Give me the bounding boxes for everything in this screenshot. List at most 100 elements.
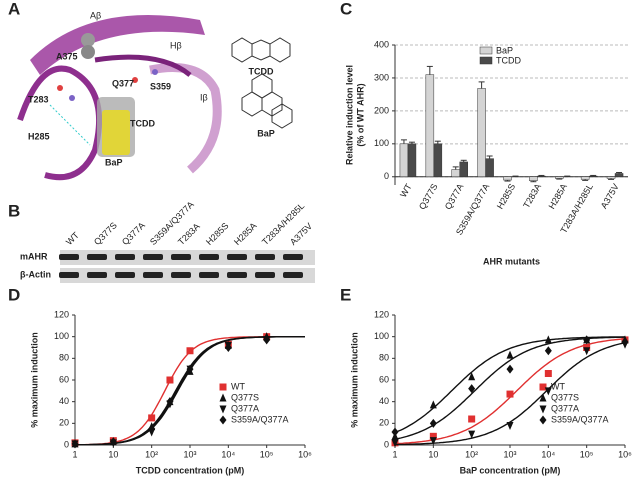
blot-band <box>283 272 303 278</box>
marker <box>219 415 227 425</box>
structure-label: A375 <box>56 51 78 61</box>
x-tick-label: 10⁵ <box>580 449 594 459</box>
bar <box>606 176 616 179</box>
blot-lane-label: H285S <box>204 221 231 248</box>
marker <box>539 393 547 402</box>
y-tick-label: 300 <box>374 72 389 82</box>
bar <box>503 176 512 181</box>
panel-label: C <box>340 0 352 18</box>
marker <box>506 364 514 374</box>
marker <box>539 415 547 425</box>
x-tick-label: 10⁴ <box>221 449 235 459</box>
marker <box>429 400 437 409</box>
legend-label: WT <box>231 381 245 391</box>
structure-label: T283 <box>28 94 49 104</box>
blot-lane-label: Q377S <box>92 220 119 247</box>
blot-lane-label: WT <box>64 230 81 247</box>
y-axis-label: % maximum induction <box>349 332 359 428</box>
x-tick-label: 10² <box>145 449 158 459</box>
marker <box>468 384 476 394</box>
y-tick-label: 100 <box>374 138 389 148</box>
marker <box>468 430 476 439</box>
marker <box>506 390 514 398</box>
y-tick-label: 100 <box>54 331 69 341</box>
marker <box>263 335 271 345</box>
blot-band <box>115 272 135 278</box>
blot-band <box>87 254 107 260</box>
bar <box>614 173 624 178</box>
marker <box>219 405 227 414</box>
bar <box>529 176 538 181</box>
structure-label: Iβ <box>200 92 208 102</box>
bar <box>485 158 494 178</box>
marker <box>166 397 174 407</box>
structure-label: Hβ <box>170 40 182 50</box>
y-tick-label: 0 <box>384 439 389 449</box>
y-tick-label: 200 <box>374 105 389 115</box>
marker <box>391 427 399 437</box>
blot-band <box>199 254 219 260</box>
legend-label: Q377S <box>231 392 259 402</box>
marker <box>539 383 547 391</box>
molecule-label: BaP <box>257 128 275 138</box>
y-tick-label: 400 <box>374 39 389 49</box>
x-axis-label: AHR mutants <box>483 256 540 266</box>
marker <box>71 439 79 449</box>
y-tick-label: 120 <box>54 309 69 319</box>
x-tick-label: 10² <box>465 449 478 459</box>
blot-band <box>143 254 163 260</box>
y-tick-label: 120 <box>374 309 389 319</box>
blot-band <box>171 254 191 260</box>
bar <box>433 143 443 178</box>
bar <box>537 175 546 178</box>
marker <box>224 343 232 352</box>
legend-label: TCDD <box>496 55 521 65</box>
marker <box>544 346 552 356</box>
marker <box>186 364 194 374</box>
legend-label: S359A/Q377A <box>551 414 609 424</box>
x-tick-label: 1 <box>72 449 77 459</box>
x-tick-label: 10³ <box>183 449 196 459</box>
x-tick-label: Q377A <box>443 182 466 211</box>
blot-lane-label: Q377A <box>120 220 147 247</box>
x-tick-label: 10⁴ <box>541 449 555 459</box>
bar <box>588 175 598 178</box>
y-tick-label: 60 <box>59 374 69 384</box>
marker <box>544 387 552 396</box>
x-tick-label: T283A <box>521 182 543 210</box>
structure-label: BaP <box>105 157 123 167</box>
blot-band <box>255 254 275 260</box>
marker <box>621 337 629 347</box>
y-tick-label: 80 <box>379 353 389 363</box>
bar <box>459 161 468 178</box>
y-tick-label: 20 <box>59 418 69 428</box>
legend-label: Q377A <box>231 403 259 413</box>
panel-label: A <box>8 0 20 18</box>
marker <box>166 376 174 384</box>
bar <box>580 176 590 180</box>
blot-row-label: mAHR <box>20 251 48 261</box>
marker <box>506 350 514 359</box>
blot-band <box>227 272 247 278</box>
bar <box>399 143 409 178</box>
marker <box>429 432 437 440</box>
structure-label: S359 <box>150 81 171 91</box>
marker <box>219 383 227 391</box>
marker <box>544 370 552 377</box>
blot-lane-label: A375V <box>288 221 314 247</box>
molecule-label: TCDD <box>249 66 274 76</box>
blot-row-label: β-Actin <box>20 269 51 279</box>
x-tick-label: 1 <box>392 449 397 459</box>
marker <box>429 437 437 446</box>
y-tick-label: 80 <box>59 353 69 363</box>
y-tick-label: 0 <box>384 171 389 181</box>
y-tick-label: 100 <box>374 331 389 341</box>
marker <box>506 422 514 430</box>
y-axis-label: (% of WT AHR) <box>355 83 365 146</box>
blot-band <box>227 254 247 260</box>
x-tick-label: 10 <box>428 449 438 459</box>
panel-label: B <box>8 201 20 220</box>
marker <box>429 418 437 428</box>
structure-label: TCDD <box>130 118 155 128</box>
marker <box>583 335 591 345</box>
